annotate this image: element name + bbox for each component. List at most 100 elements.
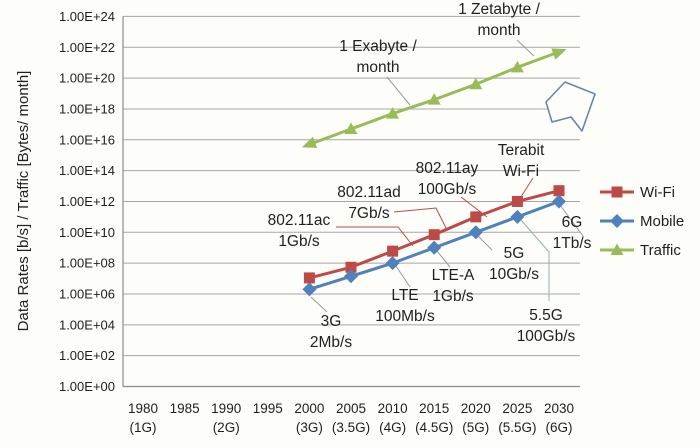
y-tick-label: 1.00E+16	[59, 132, 115, 147]
annotation-text: 5G	[504, 245, 525, 262]
marker-triangle	[344, 122, 358, 135]
marker-diamond	[302, 282, 317, 297]
x-tick-generation: (3G)	[296, 420, 323, 435]
leader-line-802-11ac	[336, 226, 414, 247]
annotation-text: 802.11ay	[416, 160, 479, 177]
leader-line-lte	[395, 265, 411, 288]
annotation-6g: 6G 1Tb/s	[553, 214, 592, 252]
annotation-text: 1 Exabyte /	[339, 38, 417, 55]
annotation-text: LTE	[391, 287, 418, 304]
annotation-text: 100Gb/s	[418, 181, 477, 198]
annotation-terabit-wifi: Terabit Wi-Fi	[498, 142, 545, 180]
x-tick-year: 2005	[336, 401, 366, 416]
annotation-text: 2Mb/s	[310, 334, 352, 351]
leader-line-5g	[477, 235, 493, 251]
annotation-exabyte: 1 Exabyte / month	[339, 38, 417, 76]
y-tick-label: 1.00E+22	[59, 40, 115, 55]
annotation-text: 3G	[321, 313, 342, 330]
x-tick-year: 2015	[419, 401, 449, 416]
annotation-lte: LTE 100Mb/s	[375, 287, 435, 325]
y-tick-label: 1.00E+14	[59, 163, 115, 178]
x-tick-generation: (3.5G)	[332, 420, 370, 435]
legend: Wi-Fi Mobile Traffic	[600, 184, 684, 259]
marker-triangle	[427, 93, 441, 105]
y-tick-label: 1.00E+00	[59, 379, 115, 394]
x-tick-year: 2020	[461, 401, 491, 416]
annotation-5-5g: 5.5G 100Gb/s	[517, 307, 576, 345]
marker-square	[511, 195, 523, 207]
x-tick-year: 2025	[502, 401, 532, 416]
marker-diamond	[468, 225, 483, 240]
annotation-802-11ay: 802.11ay 100Gb/s	[416, 160, 479, 198]
y-tick-label: 1.00E+10	[59, 225, 115, 240]
marker-diamond	[510, 209, 525, 224]
y-tick-label: 1.00E+18	[59, 101, 115, 116]
series-wi-fi	[303, 185, 565, 284]
annotation-text: 1Gb/s	[278, 233, 320, 250]
x-tick-generation: (2G)	[213, 420, 240, 435]
marker-diamond	[385, 256, 400, 271]
x-tick-year: 1995	[253, 401, 283, 416]
annotations: 1 Exabyte / month 1 Zetabyte / month 802.11a…	[268, 1, 592, 351]
annotation-text: 802.11ad	[337, 184, 401, 201]
annotation-text: 1 Zetabyte /	[458, 1, 541, 18]
annotation-zetabyte: 1 Zetabyte / month	[458, 1, 541, 39]
x-tick-year: 2010	[378, 401, 408, 416]
marker-diamond	[427, 240, 442, 255]
marker-square	[345, 261, 357, 273]
annotation-text: LTE-A	[432, 267, 475, 284]
marker-square	[428, 229, 440, 241]
legend-label: Mobile	[640, 213, 684, 230]
annotation-text: 1Gb/s	[432, 288, 474, 305]
leader-line-802-11ad	[393, 207, 448, 231]
annotation-leaders	[310, 39, 584, 313]
line-arrowhead	[301, 136, 318, 148]
y-tick-label: 1.00E+06	[59, 286, 115, 301]
annotation-text: 5.5G	[529, 307, 563, 324]
x-tick-generation: (4G)	[379, 420, 406, 435]
marker-diamond	[610, 214, 624, 228]
annotation-text: 100Gb/s	[517, 328, 576, 345]
leader-line-zetabyte	[516, 39, 535, 57]
y-tick-label: 1.00E+12	[59, 194, 115, 209]
legend-label: Traffic	[640, 242, 681, 259]
legend-label: Wi-Fi	[640, 184, 675, 201]
x-tick-year: 2000	[294, 401, 324, 416]
annotation-text: 6G	[562, 214, 583, 231]
annotation-text: Terabit	[498, 142, 545, 159]
y-tick-label: 1.00E+08	[59, 256, 115, 271]
leader-line-3g	[310, 296, 328, 313]
legend-item-wi-fi: Wi-Fi	[600, 184, 675, 201]
annotation-text: month	[356, 59, 399, 76]
x-tick-year: 1985	[170, 401, 200, 416]
y-tick-label: 1.00E+24	[59, 9, 115, 24]
x-tick-year: 1990	[211, 401, 241, 416]
x-tick-year: 1980	[128, 401, 158, 416]
x-tick-generation: (6G)	[546, 420, 573, 435]
annotation-text: 100Mb/s	[375, 308, 435, 325]
leader-line-6g	[559, 204, 584, 237]
annotation-text: 10Gb/s	[489, 266, 539, 283]
x-tick-year: 2030	[544, 401, 574, 416]
annotation-text: Wi-Fi	[503, 163, 539, 180]
marker-diamond	[552, 194, 566, 209]
y-tick-label: 1.00E+04	[59, 317, 115, 332]
x-tick-generation: (5.5G)	[498, 420, 536, 435]
y-axis-title: Data Rates [b/s] / Traffic [Bytes/ month…	[15, 71, 32, 332]
series-traffic	[301, 48, 567, 148]
marker-triangle	[610, 243, 624, 255]
legend-item-mobile: Mobile	[600, 213, 684, 230]
y-tick-label: 1.00E+02	[59, 348, 115, 363]
annotation-5g: 5G 10Gb/s	[489, 245, 539, 283]
annotation-text: 802.11ac	[268, 212, 331, 229]
legend-item-traffic: Traffic	[600, 242, 681, 259]
annotation-802-11ad: 802.11ad 7Gb/s	[337, 184, 401, 222]
annotation-text: month	[477, 22, 520, 39]
leader-line-lte-a	[436, 250, 451, 268]
marker-diamond	[344, 269, 358, 284]
annotation-text: 7Gb/s	[348, 205, 390, 222]
annotation-3g: 3G 2Mb/s	[310, 313, 352, 351]
x-tick-generation: (5G)	[462, 420, 489, 435]
